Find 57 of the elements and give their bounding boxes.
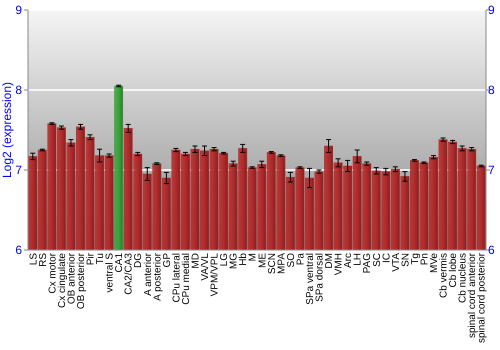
x-tick-label: ME: [257, 252, 268, 268]
x-tick-label: CA1: [114, 252, 126, 272]
x-tick-label: VMH: [334, 253, 345, 276]
x-tick-label: Pn: [419, 253, 430, 266]
x-tick-label: LG: [219, 252, 230, 266]
x-tick-label: LS: [28, 252, 40, 266]
x-tick-label: M: [248, 253, 259, 262]
x-tick-label: PAG: [362, 252, 374, 274]
x-tick-label: Hb: [238, 252, 250, 266]
x-tick-label: VA/VL: [200, 252, 212, 281]
x-tick-label: RS: [38, 252, 49, 267]
x-tick-label: Cb nucleus: [458, 253, 469, 304]
x-tick-label: MG: [228, 252, 240, 270]
x-tick-label: Tu: [95, 253, 106, 264]
x-tick-label: A anterior: [142, 252, 154, 296]
x-tick-label: Arc: [343, 253, 354, 268]
x-tick-label: CPu medial: [180, 253, 192, 305]
y2-tick-label: 6: [488, 243, 495, 258]
x-tick-label: SPa dorsal: [314, 253, 326, 302]
x-tick-label: SC: [372, 253, 383, 267]
y-tick-label: 9: [15, 3, 22, 18]
x-tick-label: GP: [162, 252, 173, 268]
x-tick-label: VPM/VPL: [210, 252, 221, 296]
x-tick-label: Cx cingulate: [56, 252, 68, 308]
x-tick-label: spinal cord posterior: [476, 252, 488, 344]
y-tick-label: 6: [15, 243, 22, 258]
x-tick-label: Cx motor: [47, 252, 58, 294]
x-tick-label: SN: [400, 253, 412, 267]
y-tick-label: 7: [15, 163, 22, 178]
x-tick-label: spinal cord anterior: [467, 252, 478, 338]
x-tick-label: OB posterior: [76, 252, 87, 310]
x-tick-label: MVe: [429, 252, 440, 274]
x-tick-label: Cb lobe: [448, 252, 460, 288]
x-tick-label: SPa ventral: [304, 253, 316, 305]
x-tick-label: Pa: [295, 252, 306, 266]
x-tick-label: OB anterior: [66, 252, 78, 304]
y-tick-label: 8: [15, 83, 22, 98]
y2-tick-label: 7: [488, 163, 495, 178]
x-tick-label: CA2/CA3: [124, 252, 135, 295]
x-tick-label: SO: [286, 252, 297, 268]
y-axis-title: Log2 (expression): [0, 82, 14, 178]
x-tick-label: VTA: [390, 252, 402, 272]
x-tick-label: LH: [352, 253, 364, 266]
x-tick-label: DM: [324, 253, 336, 269]
x-tick-label: Cb vermis: [438, 253, 450, 298]
x-tick-label: Pir: [86, 252, 97, 266]
y2-tick-label: 8: [488, 83, 495, 98]
x-tick-label: MD: [190, 253, 202, 269]
x-tick-label: IC: [381, 253, 392, 263]
x-tick-label: MPA: [276, 252, 288, 274]
x-tick-label: ventral S: [104, 252, 116, 292]
x-tick-label: CPu lateral: [171, 253, 182, 302]
x-tick-label: SCN: [266, 253, 278, 274]
y2-tick-label: 9: [488, 3, 495, 18]
x-tick-label: A posterior: [152, 252, 164, 301]
x-tick-label: DG: [133, 252, 144, 268]
x-tick-label: Tg: [410, 253, 421, 265]
